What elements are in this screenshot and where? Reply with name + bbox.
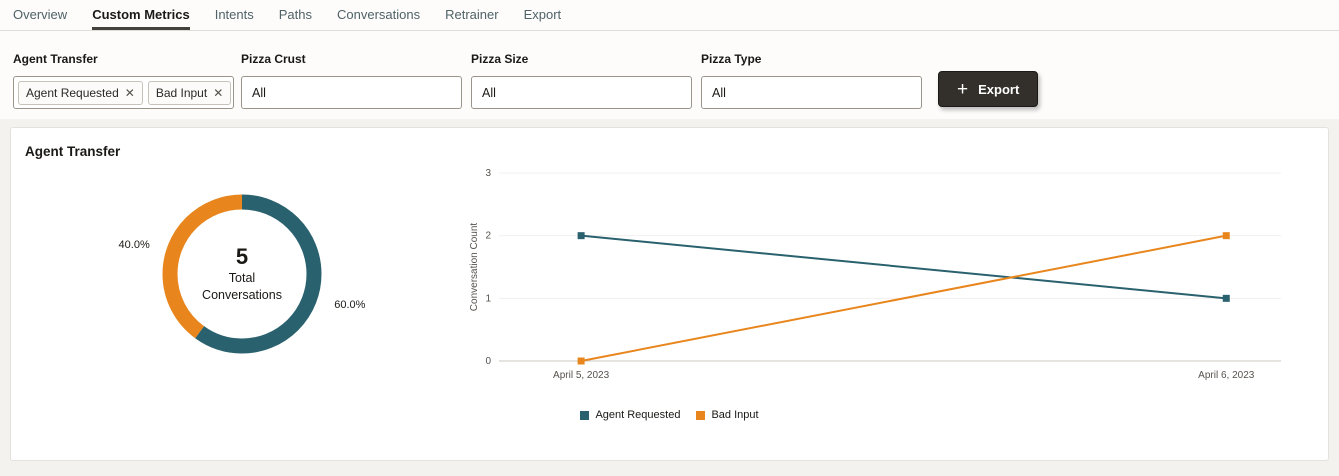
- data-point-marker-bad-input[interactable]: [577, 357, 585, 365]
- chip-bad-input: Bad Input ✕: [147, 80, 232, 105]
- legend-swatch-icon: [696, 410, 706, 420]
- filter-pizza-size: Pizza Size: [471, 52, 692, 109]
- export-button[interactable]: + Export: [938, 71, 1039, 107]
- filter-agent-transfer: Agent Transfer Agent Requested ✕ Bad Inp…: [13, 52, 234, 109]
- data-point-marker-bad-input[interactable]: [1222, 232, 1230, 240]
- donut-chart: 60.0% 40.0% 5 Total Conversations: [112, 159, 382, 389]
- slice-percent-label: 60.0%: [334, 299, 365, 311]
- export-button-label: Export: [978, 81, 1020, 97]
- filter-label: Pizza Size: [471, 52, 529, 66]
- plus-icon: +: [957, 78, 969, 100]
- legend-item-bad-input[interactable]: Bad Input: [696, 409, 759, 421]
- legend-swatch-icon: [580, 410, 590, 420]
- tab-retrainer[interactable]: Retrainer: [445, 7, 499, 22]
- filter-label: Agent Transfer: [13, 52, 98, 66]
- agent-transfer-card: Agent Transfer 60.0% 40.0% 5 Total Conver…: [10, 127, 1329, 461]
- tab-intents[interactable]: Intents: [214, 7, 254, 22]
- legend-label: Agent Requested: [595, 409, 681, 421]
- line-series-bad-input: [580, 234, 1227, 362]
- tab-paths[interactable]: Paths: [278, 7, 312, 22]
- y-tick-label: 3: [485, 168, 491, 179]
- line-chart: 0 1 2 3 April 5, 2023 April 6, 2023 Conversati…: [451, 161, 1311, 401]
- agent-transfer-multiselect[interactable]: Agent Requested ✕ Bad Input ✕: [13, 76, 234, 109]
- x-tick-label: April 5, 2023: [553, 370, 610, 381]
- x-tick-label: April 6, 2023: [1198, 370, 1255, 381]
- chip-remove-icon[interactable]: ✕: [213, 85, 224, 100]
- line-chart-svg: 0 1 2 3 April 5, 2023 April 6, 2023 Conversati…: [469, 168, 1281, 381]
- tab-overview[interactable]: Overview: [13, 7, 68, 22]
- donut-svg: 60.0% 40.0%: [119, 194, 366, 354]
- data-point-marker-agent-requested[interactable]: [577, 232, 585, 240]
- y-tick-label: 0: [485, 356, 491, 367]
- legend-item-agent-requested[interactable]: Agent Requested: [580, 409, 680, 421]
- chip-label: Bad Input: [155, 85, 208, 100]
- filter-label: Pizza Type: [701, 52, 762, 66]
- chart-legend: Agent Requested Bad Input: [11, 409, 1328, 421]
- tab-export[interactable]: Export: [523, 7, 562, 22]
- chip-remove-icon[interactable]: ✕: [124, 85, 135, 100]
- pizza-crust-input[interactable]: [241, 76, 462, 109]
- card-title: Agent Transfer: [25, 144, 121, 159]
- tab-custom-metrics[interactable]: Custom Metrics: [92, 0, 190, 30]
- filter-pizza-type: Pizza Type: [701, 52, 922, 109]
- legend-label: Bad Input: [711, 409, 759, 421]
- filter-pizza-crust: Pizza Crust: [241, 52, 462, 109]
- slice-percent-label: 40.0%: [119, 239, 150, 251]
- chip-agent-requested: Agent Requested ✕: [18, 80, 143, 105]
- y-tick-label: 1: [485, 293, 491, 304]
- y-axis-title: Conversation Count: [469, 223, 480, 312]
- data-point-marker-agent-requested[interactable]: [1222, 294, 1230, 302]
- chip-label: Agent Requested: [26, 85, 119, 100]
- line-series-agent-requested: [581, 234, 1227, 300]
- donut-slice-bad-input[interactable]: [162, 194, 322, 354]
- tab-bar: Overview Custom Metrics Intents Paths Co…: [0, 0, 1339, 31]
- filter-label: Pizza Crust: [241, 52, 306, 66]
- pizza-type-input[interactable]: [701, 76, 922, 109]
- pizza-size-input[interactable]: [471, 76, 692, 109]
- tab-conversations[interactable]: Conversations: [337, 7, 421, 22]
- y-tick-label: 2: [485, 231, 491, 242]
